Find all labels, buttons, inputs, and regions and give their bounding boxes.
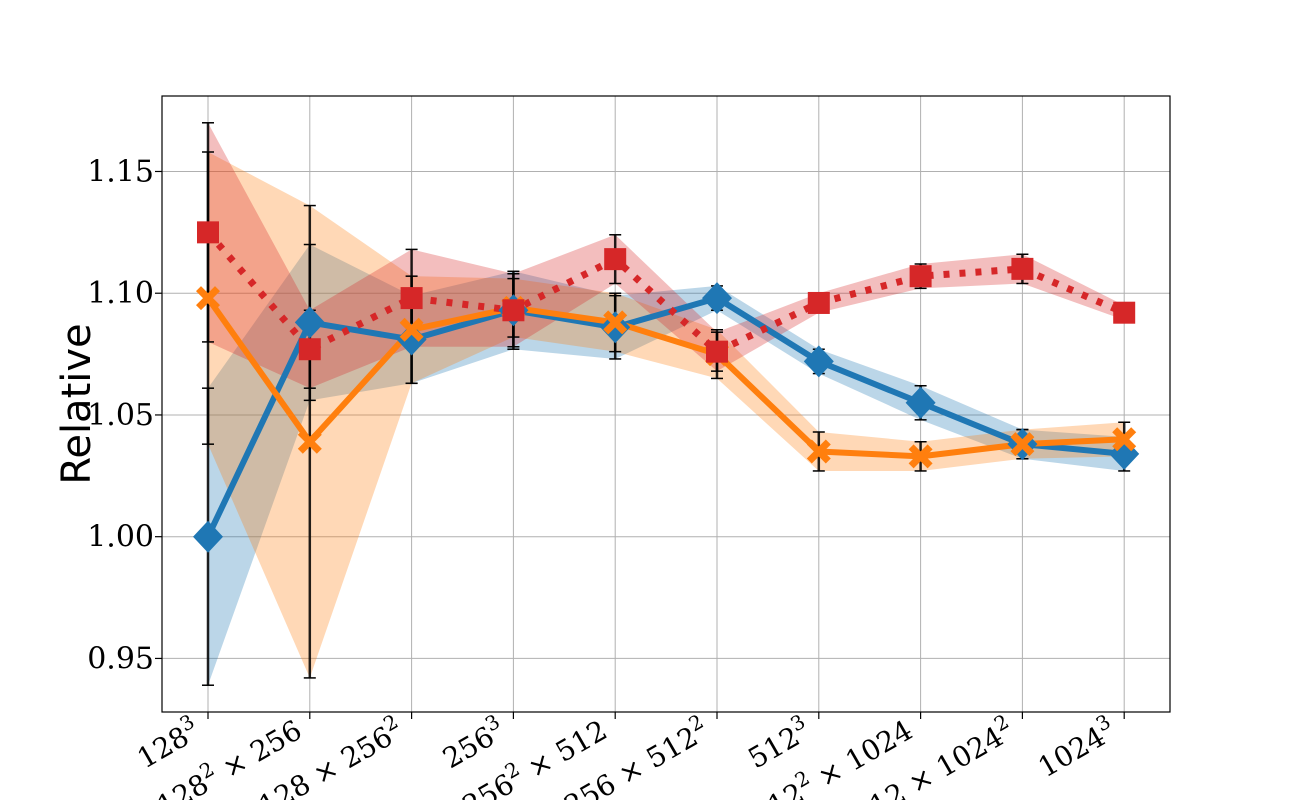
x-tick-label: 5123 [740, 709, 816, 775]
blue-series-line [205, 295, 1125, 538]
orange-data-point [908, 444, 933, 469]
red-data-point [909, 265, 932, 288]
orange-data-point [603, 310, 628, 335]
red-data-point [197, 221, 219, 244]
orange-series-line [205, 296, 1125, 460]
orange-data-point [297, 429, 322, 454]
orange-error-band [208, 152, 1125, 678]
red-data-point [298, 338, 321, 361]
red-data-point [400, 287, 423, 310]
red-data-point [502, 299, 525, 322]
orange-data-point [806, 439, 831, 464]
orange-data-point [399, 317, 424, 342]
y-tick-label: 0.95 [87, 641, 154, 676]
blue-data-point [803, 345, 834, 378]
y-axis-ticks: 0.95 1.00 1.05 1.10 1.15 [87, 154, 162, 676]
y-tick-label: 1.15 [87, 154, 154, 189]
orange-data-point [1112, 427, 1137, 452]
red-data-point [604, 248, 627, 271]
red-data-point [706, 340, 728, 363]
y-tick-label: 1.10 [87, 276, 154, 311]
blue-data-point [396, 323, 427, 356]
blue-data-point [905, 386, 936, 419]
x-tick-label: 10243 [1030, 709, 1122, 784]
blue-data-point [193, 520, 223, 553]
red-data-point [1113, 301, 1136, 324]
blue-error-band [208, 244, 1125, 686]
x-tick-label: 2563 [435, 709, 511, 775]
y-tick-label: 1.00 [87, 520, 154, 555]
red-data-point [807, 291, 830, 314]
red-series-line [205, 230, 1126, 356]
data-points [193, 221, 1140, 553]
orange-data-point [196, 286, 220, 311]
blue-data-point [702, 282, 732, 315]
y-tick-label: 1.05 [87, 398, 154, 433]
orange-data-point [1010, 432, 1035, 457]
series-lines [205, 230, 1126, 538]
red-data-point [1011, 257, 1034, 280]
y-axis-label: Relative [54, 323, 100, 484]
blue-data-point [294, 306, 325, 339]
plot-frame [161, 95, 1171, 713]
x-tick-label: 1283 [129, 709, 205, 775]
